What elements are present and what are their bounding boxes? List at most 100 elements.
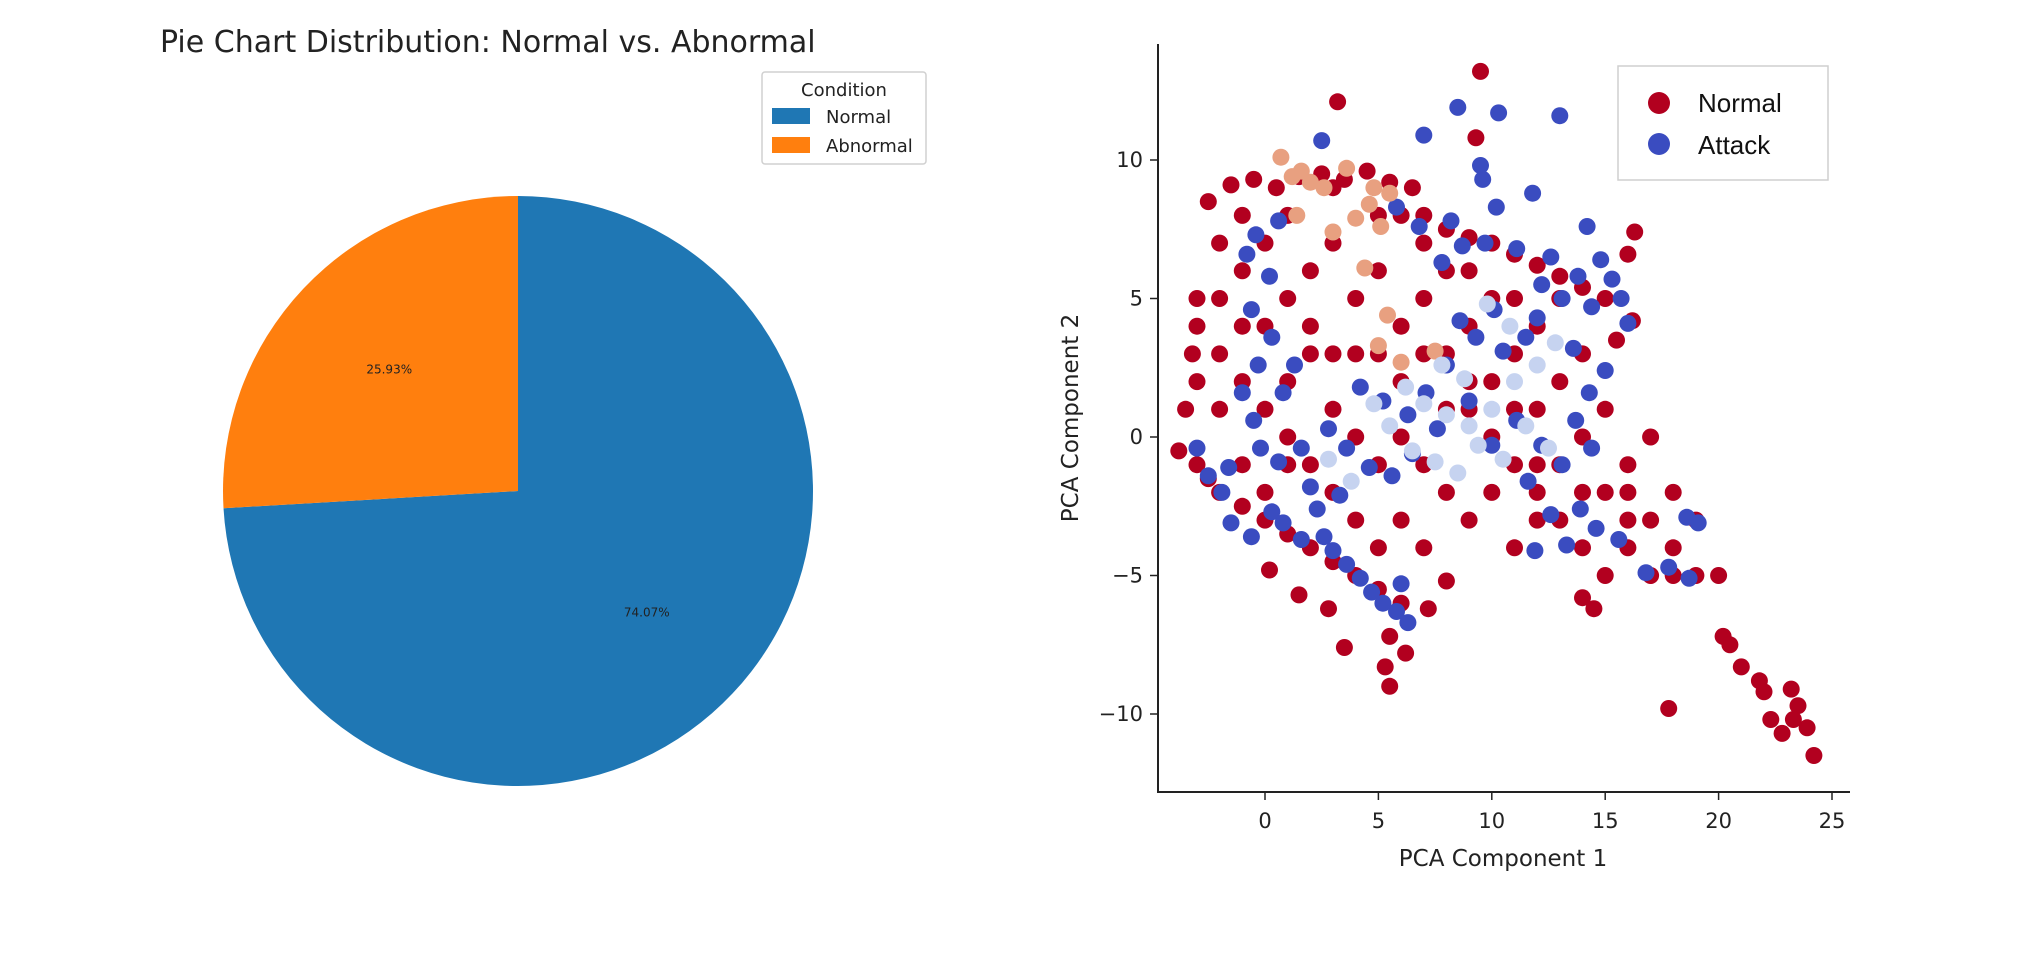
scatter-point-series-2 bbox=[1272, 148, 1290, 166]
scatter-point-normal bbox=[1574, 589, 1591, 607]
scatter-point-attack bbox=[1286, 356, 1303, 374]
scatter-point-normal bbox=[1233, 262, 1251, 280]
scatter-point-attack bbox=[1351, 569, 1369, 587]
scatter-point-attack bbox=[1637, 564, 1655, 582]
scatter-point-series-2 bbox=[1301, 173, 1319, 191]
scatter-point-normal bbox=[1551, 373, 1569, 391]
scatter-point-normal bbox=[1483, 483, 1501, 501]
scatter-point-normal bbox=[1211, 290, 1229, 307]
scatter-point-attack bbox=[1569, 267, 1587, 285]
pie-slice-label-abnormal: 25.93% bbox=[366, 363, 412, 377]
pie-slices bbox=[222, 196, 814, 786]
scatter-point-normal bbox=[1222, 176, 1240, 194]
scatter-point-normal bbox=[1619, 511, 1637, 529]
scatter-point-attack bbox=[1392, 575, 1410, 593]
scatter-point-attack bbox=[1188, 439, 1206, 457]
scatter-point-normal bbox=[1188, 456, 1206, 474]
scatter-point-attack bbox=[1313, 132, 1331, 150]
scatter-point-attack bbox=[1374, 594, 1392, 612]
scatter-point-normal bbox=[1369, 262, 1387, 280]
scatter-point-normal bbox=[1381, 627, 1399, 645]
scatter-point-attack bbox=[1320, 420, 1337, 438]
scatter-point-attack bbox=[1558, 536, 1576, 554]
scatter-point-normal bbox=[1392, 317, 1410, 335]
scatter-point-attack bbox=[1338, 439, 1356, 457]
scatter-point-attack bbox=[1242, 528, 1260, 546]
scatter-point-attack bbox=[1689, 514, 1707, 532]
scatter-point-series-3 bbox=[1456, 370, 1474, 388]
scatter-point-attack bbox=[1242, 301, 1260, 319]
scatter-point-normal bbox=[1347, 511, 1365, 529]
scatter-point-normal bbox=[1619, 483, 1637, 501]
scatter-point-attack bbox=[1580, 384, 1598, 402]
scatter-point-attack bbox=[1542, 506, 1560, 524]
scatter-point-series-2 bbox=[1381, 184, 1399, 202]
scatter-point-series-2 bbox=[1324, 223, 1342, 241]
scatter-point-attack bbox=[1583, 298, 1601, 316]
scatter-point-attack bbox=[1553, 456, 1571, 474]
scatter-point-normal bbox=[1170, 442, 1188, 460]
scatter-point-attack bbox=[1308, 500, 1326, 518]
scatter-point-series-3 bbox=[1546, 334, 1564, 352]
scatter-point-attack bbox=[1249, 356, 1267, 374]
pie-legend-label-abnormal: Abnormal bbox=[826, 136, 913, 157]
scatter-point-normal bbox=[1415, 234, 1433, 252]
scatter-point-normal bbox=[1789, 697, 1807, 715]
y-tick-label: 5 bbox=[1130, 287, 1143, 311]
scatter-point-normal bbox=[1279, 290, 1297, 307]
scatter-point-attack bbox=[1331, 486, 1349, 504]
scatter-point-normal bbox=[1551, 267, 1569, 285]
scatter-point-normal bbox=[1596, 567, 1614, 584]
scatter-point-normal bbox=[1392, 511, 1410, 529]
scatter-point-series-2 bbox=[1369, 337, 1387, 355]
scatter-point-normal bbox=[1608, 331, 1625, 349]
scatter-point-attack bbox=[1453, 237, 1471, 255]
scatter-point-normal bbox=[1233, 497, 1251, 515]
scatter-point-attack bbox=[1542, 248, 1560, 266]
scatter-point-normal bbox=[1805, 747, 1823, 764]
scatter-point-normal bbox=[1710, 567, 1728, 584]
scatter-point-normal bbox=[1347, 345, 1365, 363]
scatter-point-normal bbox=[1596, 400, 1614, 418]
scatter-point-normal bbox=[1256, 400, 1274, 418]
scatter-point-normal bbox=[1528, 256, 1546, 274]
scatter-point-normal bbox=[1574, 483, 1591, 501]
scatter-point-attack bbox=[1603, 270, 1621, 288]
scatter-point-normal bbox=[1324, 345, 1342, 363]
scatter-point-series-3 bbox=[1381, 417, 1399, 435]
scatter-point-normal bbox=[1732, 658, 1750, 676]
scatter-point-series-3 bbox=[1501, 317, 1519, 335]
scatter-point-attack bbox=[1680, 569, 1698, 587]
scatter-point-attack bbox=[1388, 198, 1405, 216]
scatter-point-normal bbox=[1415, 539, 1433, 557]
pie-legend: Condition Normal Abnormal bbox=[761, 71, 927, 165]
scatter-point-attack bbox=[1263, 503, 1281, 521]
scatter-point-normal bbox=[1784, 711, 1802, 728]
scatter-point-attack bbox=[1399, 406, 1417, 424]
scatter-point-series-3 bbox=[1483, 400, 1501, 418]
scatter-point-normal bbox=[1528, 456, 1546, 474]
scatter-point-normal bbox=[1755, 683, 1773, 701]
scatter-point-normal bbox=[1245, 170, 1263, 188]
scatter-chart: 0 5 10 15 20 25 −10 −5 0 5 10 PCA Component 1 PCA… bbox=[1058, 44, 1850, 872]
scatter-point-attack bbox=[1460, 392, 1478, 410]
scatter-point-attack bbox=[1213, 483, 1231, 501]
pie-chart-title: Pie Chart Distribution: Normal vs. Abnor… bbox=[160, 25, 816, 60]
scatter-point-normal bbox=[1183, 345, 1201, 363]
scatter-point-normal bbox=[1233, 206, 1251, 224]
scatter-point-series-3 bbox=[1478, 295, 1496, 313]
scatter-point-attack bbox=[1587, 519, 1605, 537]
scatter-point-normal bbox=[1403, 179, 1421, 197]
scatter-point-attack bbox=[1274, 514, 1292, 532]
scatter-point-normal bbox=[1642, 511, 1660, 529]
scatter-point-attack bbox=[1399, 614, 1417, 632]
scatter-point-attack bbox=[1252, 439, 1269, 457]
scatter-point-normal bbox=[1415, 290, 1433, 307]
scatter-point-normal bbox=[1381, 677, 1399, 695]
x-tick-label: 5 bbox=[1372, 809, 1385, 833]
scatter-point-normal bbox=[1290, 586, 1308, 604]
scatter-point-normal bbox=[1188, 317, 1206, 335]
scatter-point-attack bbox=[1292, 531, 1310, 548]
scatter-points bbox=[1170, 62, 1823, 764]
scatter-point-attack bbox=[1564, 339, 1582, 357]
